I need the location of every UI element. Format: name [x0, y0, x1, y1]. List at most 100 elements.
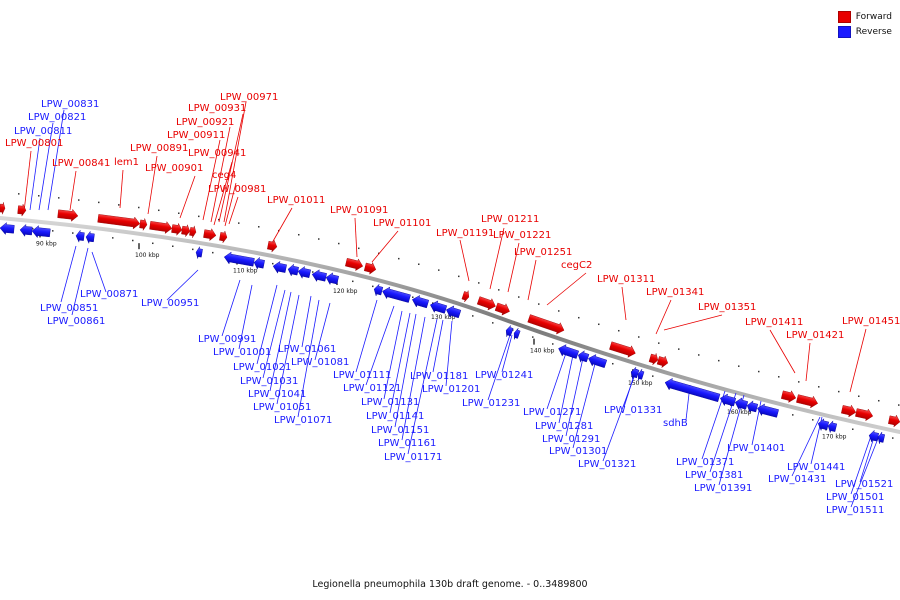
forward-gene-arrow[interactable] — [0, 202, 6, 215]
gene-label[interactable]: LPW_01161 — [378, 438, 436, 449]
forward-gene-arrow[interactable] — [461, 290, 470, 303]
reverse-gene-arrow[interactable] — [868, 429, 879, 443]
reverse-gene-arrow[interactable] — [827, 420, 838, 434]
gene-label[interactable]: LPW_01041 — [248, 389, 306, 400]
gene-label[interactable]: LPW_01091 — [330, 205, 388, 216]
gene-label[interactable]: LPW_01251 — [514, 247, 572, 258]
gene-label[interactable]: sdhB — [663, 418, 688, 429]
reverse-gene-arrow[interactable] — [636, 368, 645, 381]
gene-label[interactable]: LPW_00951 — [141, 298, 199, 309]
forward-gene-arrow[interactable] — [189, 225, 197, 238]
gene-label[interactable]: LPW_01291 — [542, 434, 600, 445]
reverse-gene-arrow[interactable] — [557, 343, 580, 361]
gene-label[interactable]: LPW_01281 — [535, 421, 593, 432]
reverse-gene-arrow[interactable] — [287, 263, 299, 277]
reverse-gene-arrow[interactable] — [272, 260, 287, 274]
reverse-gene-arrow[interactable] — [734, 397, 749, 412]
gene-label[interactable]: LPW_01371 — [676, 457, 734, 468]
forward-gene-arrow[interactable] — [494, 301, 511, 317]
reverse-gene-arrow[interactable] — [411, 294, 430, 310]
reverse-gene-arrow[interactable] — [85, 230, 95, 245]
reverse-gene-arrow[interactable] — [223, 251, 255, 268]
gene-label[interactable]: LPW_00871 — [80, 289, 138, 300]
gene-label[interactable]: LPW_01321 — [578, 459, 636, 470]
gene-label[interactable]: LPW_00801 — [5, 138, 63, 149]
gene-label[interactable]: cegC2 — [561, 260, 592, 271]
forward-gene-arrow[interactable] — [841, 403, 857, 418]
reverse-gene-arrow[interactable] — [817, 418, 830, 432]
gene-label[interactable]: LPW_01141 — [366, 411, 424, 422]
gene-label[interactable]: LPW_00831 — [41, 99, 99, 110]
forward-gene-arrow[interactable] — [656, 355, 669, 369]
gene-label[interactable]: LPW_01231 — [462, 398, 520, 409]
gene-label[interactable]: LPW_01391 — [694, 483, 752, 494]
forward-gene-arrow[interactable] — [97, 212, 141, 230]
reverse-gene-arrow[interactable] — [445, 304, 462, 320]
gene-label[interactable]: LPW_01191 — [436, 228, 494, 239]
gene-label[interactable]: LPW_01221 — [493, 230, 551, 241]
reverse-gene-arrow[interactable] — [756, 402, 779, 419]
forward-gene-arrow[interactable] — [57, 208, 79, 222]
gene-label[interactable]: LPW_00851 — [40, 303, 98, 314]
reverse-gene-arrow[interactable] — [877, 431, 886, 444]
gene-label[interactable]: LPW_01511 — [826, 505, 884, 516]
reverse-gene-arrow[interactable] — [31, 225, 51, 239]
gene-label[interactable]: LPW_00971 — [220, 92, 278, 103]
reverse-gene-arrow[interactable] — [429, 299, 448, 315]
gene-label[interactable]: ceg4 — [212, 170, 236, 181]
forward-gene-arrow[interactable] — [203, 228, 217, 242]
gene-label[interactable]: LPW_01081 — [291, 357, 349, 368]
reverse-gene-arrow[interactable] — [719, 392, 737, 408]
forward-gene-arrow[interactable] — [267, 239, 278, 253]
gene-label[interactable]: LPW_00861 — [47, 316, 105, 327]
gene-label[interactable]: LPW_00921 — [176, 117, 234, 128]
forward-gene-arrow[interactable] — [345, 256, 364, 272]
gene-label[interactable]: LPW_01201 — [422, 384, 480, 395]
gene-label[interactable]: LPW_00821 — [28, 112, 86, 123]
gene-label[interactable]: LPW_01111 — [333, 370, 391, 381]
forward-gene-arrow[interactable] — [476, 295, 498, 312]
gene-label[interactable]: LPW_01171 — [384, 452, 442, 463]
gene-label[interactable]: LPW_01101 — [373, 218, 431, 229]
gene-label[interactable]: LPW_01311 — [597, 274, 655, 285]
reverse-gene-arrow[interactable] — [576, 349, 590, 364]
gene-label[interactable]: LPW_01021 — [233, 362, 291, 373]
reverse-gene-arrow[interactable] — [629, 366, 640, 380]
gene-label[interactable]: LPW_01341 — [646, 287, 704, 298]
gene-label[interactable]: LPW_01451 — [842, 316, 900, 327]
gene-label[interactable]: LPW_00981 — [208, 184, 266, 195]
reverse-gene-arrow[interactable] — [19, 223, 33, 237]
gene-label[interactable]: LPW_01031 — [240, 376, 298, 387]
gene-label[interactable]: LPW_01011 — [267, 195, 325, 206]
reverse-gene-arrow[interactable] — [325, 272, 339, 286]
forward-gene-arrow[interactable] — [17, 203, 27, 217]
gene-label[interactable]: LPW_01131 — [361, 397, 419, 408]
gene-label[interactable]: LPW_01121 — [343, 383, 401, 394]
reverse-gene-arrow[interactable] — [373, 283, 384, 297]
gene-label[interactable]: LPW_01051 — [253, 402, 311, 413]
reverse-gene-arrow[interactable] — [663, 377, 721, 404]
reverse-gene-arrow[interactable] — [381, 285, 411, 304]
reverse-gene-arrow[interactable] — [297, 265, 311, 279]
gene-label[interactable]: LPW_00931 — [188, 103, 246, 114]
gene-label[interactable]: LPW_01431 — [768, 474, 826, 485]
gene-label[interactable]: LPW_01151 — [371, 425, 429, 436]
gene-label[interactable]: LPW_01421 — [786, 330, 844, 341]
gene-label[interactable]: LPW_01061 — [278, 344, 336, 355]
gene-label[interactable]: LPW_00901 — [145, 163, 203, 174]
gene-label[interactable]: LPW_00891 — [130, 143, 188, 154]
forward-gene-arrow[interactable] — [796, 393, 819, 410]
reverse-gene-arrow[interactable] — [75, 229, 85, 243]
reverse-gene-arrow[interactable] — [195, 246, 203, 259]
reverse-gene-arrow[interactable] — [311, 268, 327, 283]
forward-gene-arrow[interactable] — [171, 222, 183, 236]
gene-label[interactable]: LPW_01381 — [685, 470, 743, 481]
gene-label[interactable]: lem1 — [114, 157, 139, 168]
forward-gene-arrow[interactable] — [149, 219, 173, 234]
gene-label[interactable]: LPW_01441 — [787, 462, 845, 473]
gene-label[interactable]: LPW_01211 — [481, 214, 539, 225]
reverse-gene-arrow[interactable] — [746, 400, 759, 414]
gene-label[interactable]: LPW_01331 — [604, 405, 662, 416]
forward-gene-arrow[interactable] — [181, 224, 191, 238]
forward-gene-arrow[interactable] — [609, 340, 637, 359]
